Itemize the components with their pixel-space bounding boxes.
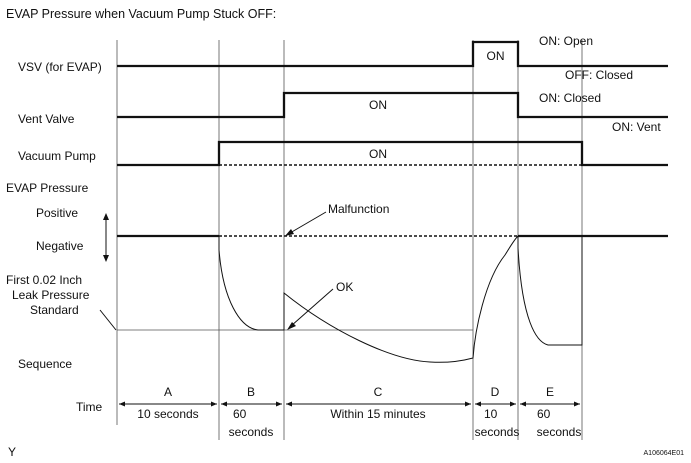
sequence-b: B bbox=[247, 385, 255, 399]
time-e-1: 60 bbox=[537, 407, 551, 421]
vsv-off-state-label: OFF: Closed bbox=[565, 68, 633, 82]
leak-standard-label-3: Standard bbox=[30, 303, 79, 317]
phase-boundaries bbox=[116, 40, 583, 440]
vsv-label: VSV (for EVAP) bbox=[18, 60, 102, 74]
vent-valve-label: Vent Valve bbox=[18, 112, 75, 126]
leak-standard-label-1: First 0.02 Inch bbox=[6, 273, 82, 287]
vent-valve-on-pulse-label: ON bbox=[369, 98, 387, 112]
malfunction-arrow bbox=[285, 211, 327, 236]
sequence-a: A bbox=[164, 385, 172, 399]
sequence-label: Sequence bbox=[18, 357, 72, 371]
vsv-on-pulse-label: ON bbox=[487, 49, 505, 63]
time-e-2: seconds bbox=[537, 425, 582, 439]
time-label: Time bbox=[76, 400, 103, 414]
sequence-c: C bbox=[374, 385, 383, 399]
time-d-1: 10 bbox=[484, 407, 498, 421]
evap-pressure-label: EVAP Pressure bbox=[6, 181, 89, 195]
time-d-2: seconds bbox=[475, 425, 520, 439]
vsv-on-state-label: ON: Open bbox=[539, 34, 593, 48]
malfunction-annotation: Malfunction bbox=[328, 202, 389, 216]
figure-id: A106064E01 bbox=[644, 450, 685, 457]
positive-label: Positive bbox=[36, 206, 78, 220]
diagram-title: EVAP Pressure when Vacuum Pump Stuck OFF… bbox=[6, 7, 276, 21]
sequence-e: E bbox=[546, 385, 554, 399]
pressure-direction-arrow bbox=[103, 213, 109, 262]
vent-valve-off-state-label: ON: Vent bbox=[612, 120, 661, 134]
time-c: Within 15 minutes bbox=[330, 407, 425, 421]
vacuum-pump-label: Vacuum Pump bbox=[18, 149, 96, 163]
vent-valve-signal bbox=[117, 91, 668, 119]
leak-standard-leader bbox=[99, 309, 117, 331]
ok-arrow bbox=[287, 288, 334, 330]
vsv-signal bbox=[117, 40, 668, 68]
time-b-1: 60 bbox=[233, 407, 247, 421]
evap-pressure-curve bbox=[218, 234, 583, 363]
vacuum-pump-on-pulse-label: ON bbox=[369, 147, 387, 161]
time-a: 10 seconds bbox=[137, 407, 198, 421]
sequence-d: D bbox=[491, 385, 500, 399]
vent-valve-on-state-label: ON: Closed bbox=[539, 91, 601, 105]
ok-annotation: OK bbox=[336, 280, 353, 294]
footer-left-mark: Y bbox=[8, 445, 16, 459]
negative-label: Negative bbox=[36, 239, 84, 253]
time-b-2: seconds bbox=[229, 425, 274, 439]
time-arrows bbox=[119, 401, 580, 407]
leak-standard-label-2: Leak Pressure bbox=[12, 288, 90, 302]
vacuum-pump-signal bbox=[117, 140, 668, 167]
